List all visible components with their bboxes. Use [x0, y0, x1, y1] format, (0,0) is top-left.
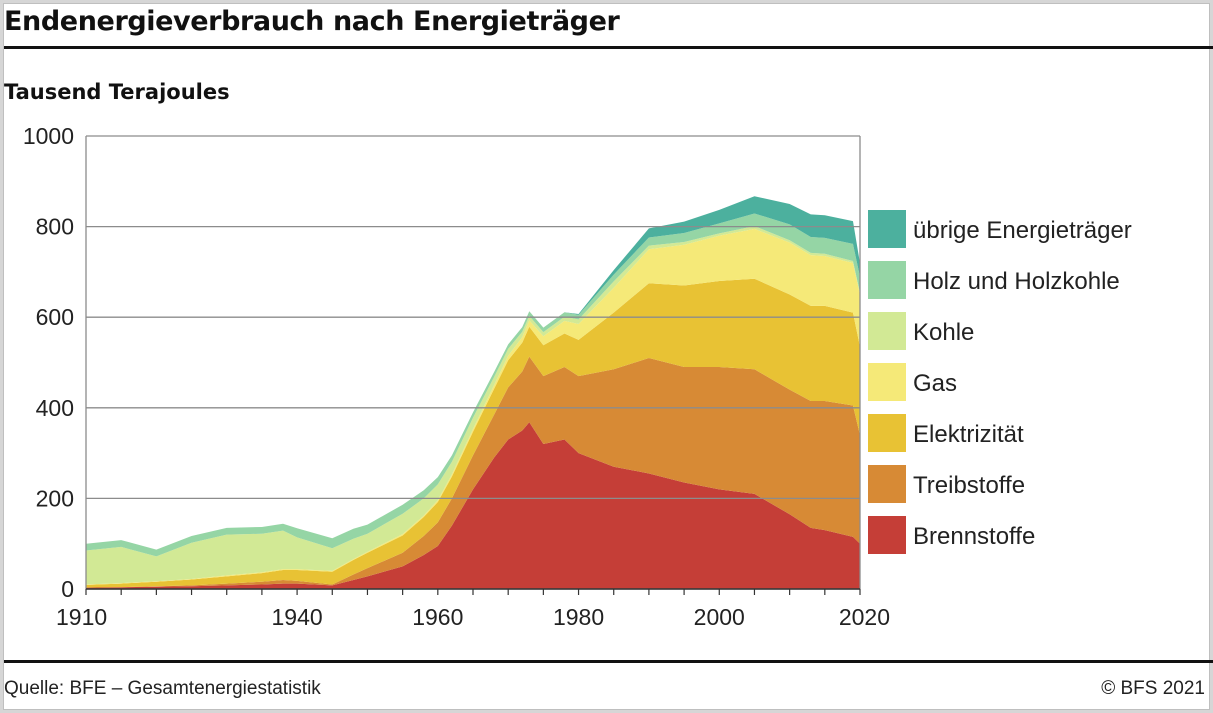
y-tick-label: 600 — [36, 304, 74, 330]
source-note: Quelle: BFE – Gesamtenergiestatistik — [4, 678, 321, 699]
legend-label-gas: Gas — [913, 370, 957, 397]
chart-title: Endenergieverbrauch nach Energieträger — [4, 6, 620, 37]
area-elektrizitat — [86, 278, 860, 588]
footer-rule — [4, 660, 1213, 663]
area-brennstoffe — [86, 422, 860, 589]
stacked-area-chart: 0 200 400 600 800 1000 1910 1940 1960 1980 2000 202… — [23, 123, 1132, 630]
legend: übrige Energieträger Holz und Holzkohle Ko… — [868, 210, 1132, 554]
legend-label-ubrige-energietrager: übrige Energieträger — [913, 217, 1132, 244]
legend-swatch-kohle — [868, 312, 906, 350]
area-series-group — [86, 196, 860, 589]
y-axis-unit-label: Tausend Terajoules — [4, 80, 230, 104]
area-treibstoffe — [86, 356, 860, 588]
y-tick-label: 0 — [61, 576, 74, 602]
x-tick-label: 2000 — [694, 604, 745, 630]
y-tick-label: 800 — [36, 214, 74, 240]
y-tick-label: 200 — [36, 485, 74, 511]
x-tick-label: 1940 — [272, 604, 323, 630]
legend-swatch-treibstoffe — [868, 465, 906, 503]
x-tick-label: 1910 — [56, 604, 107, 630]
legend-swatch-gas — [868, 363, 906, 401]
axes: 0 200 400 600 800 1000 1910 1940 1960 1980 2000 202… — [23, 123, 890, 630]
legend-label-elektrizitat: Elektrizität — [913, 421, 1024, 448]
x-tick-label: 1960 — [412, 604, 463, 630]
legend-label-holz-und-holzkohle: Holz und Holzkohle — [913, 268, 1120, 295]
legend-label-kohle: Kohle — [913, 319, 974, 346]
legend-swatch-holz-und-holzkohle — [868, 261, 906, 299]
area-gas — [86, 228, 860, 585]
x-tick-label: 1980 — [553, 604, 604, 630]
legend-swatch-elektrizitat — [868, 414, 906, 452]
y-tick-label: 400 — [36, 395, 74, 421]
y-tick-label: 1000 — [23, 123, 74, 149]
title-rule — [4, 46, 1213, 49]
legend-label-treibstoffe: Treibstoffe — [913, 472, 1025, 499]
legend-label-brennstoffe: Brennstoffe — [913, 523, 1035, 550]
legend-swatch-brennstoffe — [868, 516, 906, 554]
copyright-note: © BFS 2021 — [1101, 678, 1205, 699]
legend-swatch-ubrige-energietrager — [868, 210, 906, 248]
x-tick-label: 2020 — [839, 604, 890, 630]
